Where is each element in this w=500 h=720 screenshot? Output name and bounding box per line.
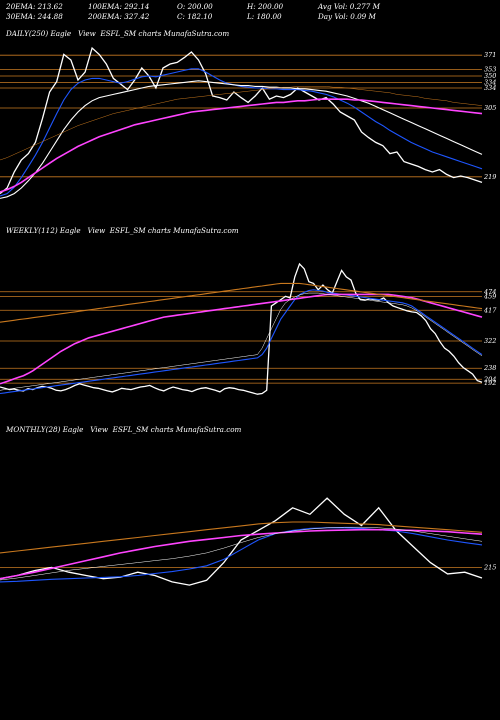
series-line (0, 86, 483, 161)
series-line (0, 528, 483, 580)
series-line (0, 98, 483, 193)
series-line (0, 497, 483, 586)
level-label: 238 (483, 364, 496, 372)
level-label: 417 (483, 306, 497, 314)
level-label: 192 (484, 379, 496, 387)
level-label: 334 (484, 84, 496, 92)
stat-200ema: 200EMA: 327.42 (88, 12, 150, 21)
stat-c: C: 182.10 (177, 12, 213, 21)
series-line (0, 521, 483, 554)
level-label: 353 (484, 66, 496, 74)
level-label: 474 (483, 288, 496, 296)
series-line (0, 292, 483, 391)
level-label: 305 (484, 104, 496, 112)
level-label: 215 (483, 563, 496, 571)
series-line (0, 262, 483, 395)
level-label: 350 (484, 72, 496, 80)
level-label: 371 (484, 51, 496, 59)
level-label: 334 (484, 78, 496, 86)
level-label: 322 (484, 337, 496, 345)
level-label: 459 (483, 293, 496, 301)
series-line (0, 293, 483, 385)
stat-20ema: 20EMA: 213.62 (6, 2, 63, 11)
chart-panel-2: 215 (0, 497, 496, 586)
series-line (0, 526, 483, 581)
series-line (0, 527, 483, 583)
series-line (0, 68, 483, 197)
stat-100ema: 100EMA: 292.14 (88, 2, 150, 11)
series-line (0, 282, 483, 323)
monthly-chart-title: MONTHLY(28) Eagle View ESFL_SM charts Mu… (6, 425, 242, 434)
series-line (0, 80, 483, 199)
stat-o: O: 200.00 (177, 2, 213, 11)
stat-30ema: 30EMA: 244.88 (6, 12, 63, 21)
stat-avgvol: Avg Vol: 0.277 M (318, 2, 380, 11)
series-line (0, 46, 483, 195)
stat-dayvol: Day Vol: 0.09 M (318, 12, 376, 21)
series-line (0, 289, 483, 395)
weekly-chart-title: WEEKLY(112) Eagle View ESFL_SM charts Mu… (6, 226, 239, 235)
level-label: 204 (483, 375, 496, 383)
stat-l: L: 180.00 (247, 12, 282, 21)
daily-chart-title: DAILY(250) Eagle View ESFL_SM charts Mun… (6, 29, 230, 38)
level-label: 219 (483, 173, 496, 181)
stat-h: H: 200.00 (247, 2, 284, 11)
